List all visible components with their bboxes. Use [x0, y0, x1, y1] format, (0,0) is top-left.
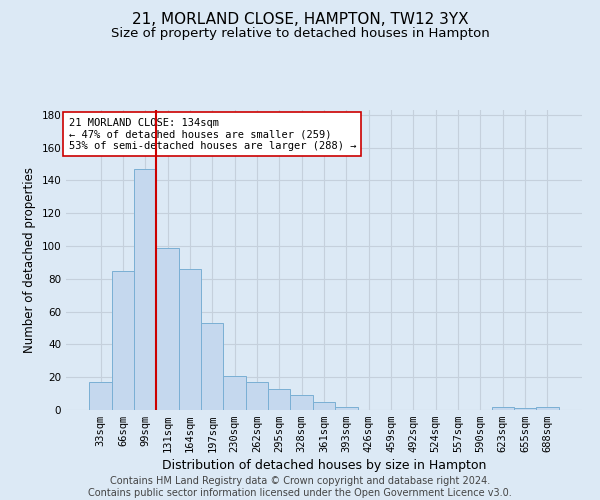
- Bar: [491, 406, 514, 410]
- Text: Size of property relative to detached houses in Hampton: Size of property relative to detached ho…: [110, 28, 490, 40]
- Bar: [134, 169, 157, 410]
- Bar: [514, 408, 536, 410]
- Text: 21, MORLAND CLOSE, HAMPTON, TW12 3YX: 21, MORLAND CLOSE, HAMPTON, TW12 3YX: [131, 12, 469, 28]
- Text: Contains HM Land Registry data © Crown copyright and database right 2024.
Contai: Contains HM Land Registry data © Crown c…: [88, 476, 512, 498]
- Text: 21 MORLAND CLOSE: 134sqm
← 47% of detached houses are smaller (259)
53% of semi-: 21 MORLAND CLOSE: 134sqm ← 47% of detach…: [68, 118, 356, 150]
- Bar: [179, 269, 201, 410]
- Y-axis label: Number of detached properties: Number of detached properties: [23, 167, 36, 353]
- Bar: [201, 323, 223, 410]
- Bar: [89, 382, 112, 410]
- Bar: [290, 395, 313, 410]
- Bar: [112, 270, 134, 410]
- Bar: [157, 248, 179, 410]
- Bar: [536, 406, 559, 410]
- Bar: [313, 402, 335, 410]
- Bar: [223, 376, 246, 410]
- Bar: [246, 382, 268, 410]
- Bar: [268, 388, 290, 410]
- X-axis label: Distribution of detached houses by size in Hampton: Distribution of detached houses by size …: [162, 460, 486, 472]
- Bar: [335, 406, 358, 410]
